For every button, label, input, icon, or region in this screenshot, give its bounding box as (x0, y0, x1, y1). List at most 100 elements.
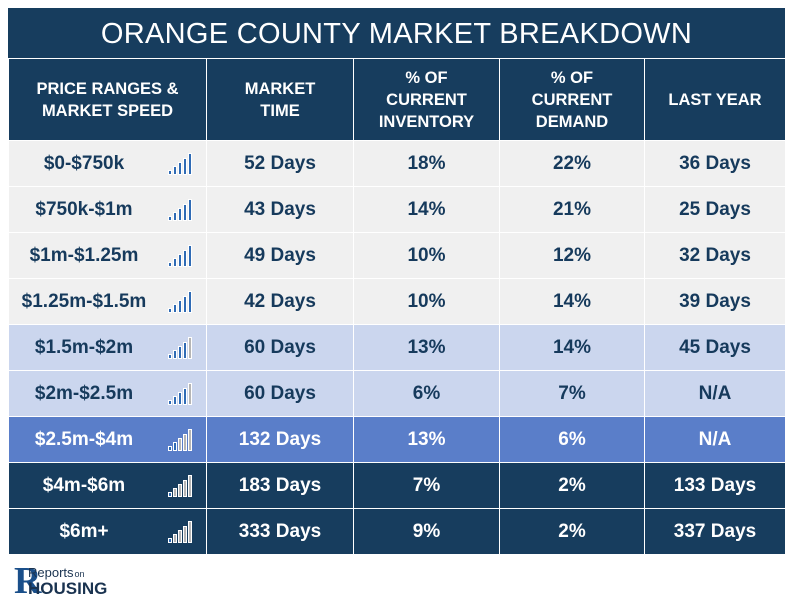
demand-cell: 2% (499, 462, 645, 509)
speed-bar (173, 534, 177, 543)
last-year-cell: N/A (644, 416, 786, 463)
speed-bar (178, 392, 182, 405)
table-row: $1m-$1.25m 49 Days 10% 12% 32 Days (8, 232, 786, 279)
speed-bar (188, 383, 192, 405)
market-speed-icon (168, 243, 192, 267)
speed-bar (178, 254, 182, 267)
speed-bar (183, 388, 187, 405)
speed-bar (188, 429, 192, 451)
price-range-label: $4m-$6m (42, 474, 126, 496)
speed-bar (183, 480, 187, 497)
speed-bar (188, 475, 192, 497)
market-time-cell: 49 Days (206, 232, 354, 279)
table-row: $750k-$1m 43 Days 14% 21% 25 Days (8, 186, 786, 233)
speed-bar (183, 204, 187, 221)
table-body: $0-$750k 52 Days 18% 22% 36 Days $750k-$1m 43 … (8, 140, 786, 555)
price-range-cell: $1.5m-$2m (8, 324, 207, 371)
speed-bar (173, 396, 177, 405)
table-row: $4m-$6m 183 Days 7% 2% 133 Days (8, 462, 786, 509)
speed-bar (183, 526, 187, 543)
inventory-cell: 18% (353, 140, 500, 187)
speed-bar (168, 400, 172, 405)
logo-r-mark: R (14, 560, 42, 602)
speed-bar (173, 350, 177, 359)
market-time-cell: 42 Days (206, 278, 354, 325)
speed-bar (168, 446, 172, 451)
last-year-cell: 39 Days (644, 278, 786, 325)
header-current-demand: % OF CURRENT DEMAND (499, 59, 645, 141)
market-speed-icon (168, 427, 192, 451)
market-time-cell: 132 Days (206, 416, 354, 463)
market-speed-icon (168, 197, 192, 221)
speed-bar (173, 212, 177, 221)
price-range-cell: $750k-$1m (8, 186, 207, 233)
header-current-inventory: % OF CURRENT INVENTORY (353, 59, 500, 141)
demand-cell: 6% (499, 416, 645, 463)
speed-bar (173, 488, 177, 497)
demand-cell: 12% (499, 232, 645, 279)
demand-cell: 7% (499, 370, 645, 417)
reports-on-housing-logo: R Reportson HOUSING (14, 560, 108, 602)
market-speed-icon (168, 473, 192, 497)
inventory-cell: 14% (353, 186, 500, 233)
speed-bar (168, 538, 172, 543)
speed-bar (173, 304, 177, 313)
price-range-label: $0-$750k (43, 152, 125, 174)
price-range-cell: $2m-$2.5m (8, 370, 207, 417)
speed-bar (188, 337, 192, 359)
last-year-cell: 32 Days (644, 232, 786, 279)
speed-bar (178, 162, 182, 175)
speed-bar (173, 258, 177, 267)
demand-cell: 2% (499, 508, 645, 555)
market-speed-icon (168, 151, 192, 175)
speed-bar (178, 530, 182, 543)
table-row: $6m+ 333 Days 9% 2% 337 Days (8, 508, 786, 555)
speed-bar (183, 342, 187, 359)
inventory-cell: 13% (353, 416, 500, 463)
speed-bar (183, 434, 187, 451)
speed-bar (168, 216, 172, 221)
speed-bar (168, 492, 172, 497)
last-year-cell: N/A (644, 370, 786, 417)
inventory-cell: 13% (353, 324, 500, 371)
speed-bar (188, 245, 192, 267)
speed-bar (183, 158, 187, 175)
table-row: $1.5m-$2m 60 Days 13% 14% 45 Days (8, 324, 786, 371)
table-row: $2m-$2.5m 60 Days 6% 7% N/A (8, 370, 786, 417)
demand-cell: 14% (499, 278, 645, 325)
header-last-year: LAST YEAR (644, 59, 786, 141)
speed-bar (183, 296, 187, 313)
price-range-cell: $0-$750k (8, 140, 207, 187)
table-row: $2.5m-$4m 132 Days 13% 6% N/A (8, 416, 786, 463)
price-range-cell: $6m+ (8, 508, 207, 555)
table-row: $1.25m-$1.5m 42 Days 10% 14% 39 Days (8, 278, 786, 325)
speed-bar (168, 308, 172, 313)
speed-bar (188, 521, 192, 543)
market-time-cell: 60 Days (206, 370, 354, 417)
price-range-label: $2.5m-$4m (34, 428, 134, 450)
page-title: ORANGE COUNTY MARKET BREAKDOWN (8, 8, 785, 59)
last-year-cell: 133 Days (644, 462, 786, 509)
price-range-label: $750k-$1m (35, 198, 133, 220)
last-year-cell: 36 Days (644, 140, 786, 187)
price-range-cell: $2.5m-$4m (8, 416, 207, 463)
speed-bar (178, 300, 182, 313)
market-speed-icon (168, 381, 192, 405)
inventory-cell: 10% (353, 278, 500, 325)
speed-bar (173, 442, 177, 451)
market-time-cell: 60 Days (206, 324, 354, 371)
market-speed-icon (168, 289, 192, 313)
demand-cell: 21% (499, 186, 645, 233)
speed-bar (188, 199, 192, 221)
header-market-time: MARKET TIME (206, 59, 354, 141)
speed-bar (178, 208, 182, 221)
price-range-label: $1.25m-$1.5m (21, 290, 147, 312)
speed-bar (178, 438, 182, 451)
speed-bar (178, 484, 182, 497)
last-year-cell: 337 Days (644, 508, 786, 555)
price-range-cell: $1m-$1.25m (8, 232, 207, 279)
inventory-cell: 10% (353, 232, 500, 279)
speed-bar (168, 262, 172, 267)
price-range-cell: $4m-$6m (8, 462, 207, 509)
speed-bar (168, 354, 172, 359)
